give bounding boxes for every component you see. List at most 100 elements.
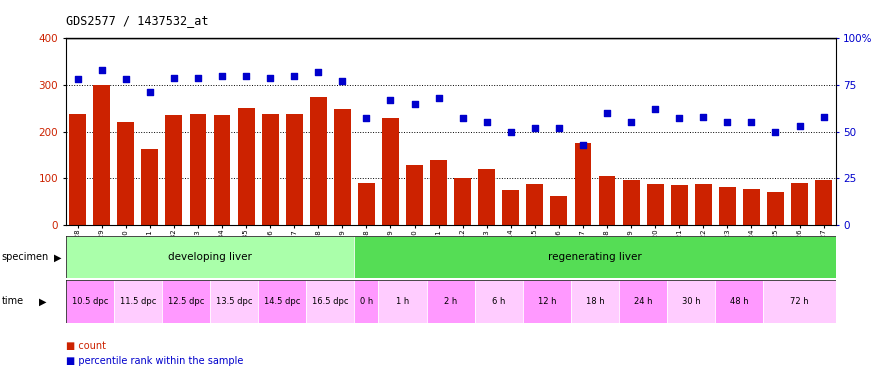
Text: 13.5 dpc: 13.5 dpc (216, 297, 252, 306)
Point (312, 69, 326, 75)
Point (263, 74, 277, 81)
Bar (354, 280, 379, 323)
Bar (502, 190, 519, 225)
Bar (190, 114, 206, 225)
Point (94, 67, 108, 73)
Point (71, 76, 85, 83)
Point (696, 114, 710, 120)
Bar (523, 280, 571, 323)
Text: regenerating liver: regenerating liver (548, 252, 642, 262)
Bar (66, 280, 114, 323)
Bar (767, 192, 784, 225)
Bar (647, 184, 663, 225)
Bar (406, 165, 423, 225)
Point (215, 73, 229, 79)
Bar (475, 280, 523, 323)
Bar (286, 114, 303, 225)
Bar (743, 189, 760, 225)
Text: 11.5 dpc: 11.5 dpc (120, 297, 156, 306)
Bar (668, 280, 716, 323)
Bar (262, 114, 278, 225)
Bar (575, 143, 592, 225)
Bar (695, 184, 711, 225)
Bar (382, 118, 399, 225)
Bar (69, 114, 86, 225)
Text: ▶: ▶ (38, 296, 46, 306)
Point (648, 106, 662, 112)
Point (360, 116, 374, 122)
Point (191, 74, 205, 81)
Bar (671, 185, 688, 225)
Bar (358, 183, 374, 225)
Text: 2 h: 2 h (444, 297, 458, 306)
Bar (66, 236, 354, 278)
Point (528, 125, 542, 131)
Bar (791, 183, 808, 225)
Bar (527, 184, 543, 225)
Point (816, 114, 830, 120)
Bar (550, 196, 567, 225)
Bar (716, 280, 763, 323)
Bar (238, 108, 255, 225)
Bar (454, 178, 471, 225)
Text: 16.5 dpc: 16.5 dpc (312, 297, 348, 306)
Bar (306, 280, 354, 323)
Point (335, 78, 349, 84)
Text: 14.5 dpc: 14.5 dpc (264, 297, 300, 306)
Bar (162, 280, 210, 323)
Text: developing liver: developing liver (168, 252, 252, 262)
Point (576, 141, 590, 147)
Point (119, 76, 133, 83)
Bar (114, 280, 162, 323)
Text: ▶: ▶ (54, 252, 62, 262)
Bar (310, 97, 326, 225)
Bar (258, 280, 306, 323)
Bar (334, 109, 351, 225)
Point (672, 116, 686, 122)
Point (383, 97, 397, 103)
Point (768, 128, 782, 135)
Text: 12.5 dpc: 12.5 dpc (168, 297, 204, 306)
Point (167, 74, 181, 81)
Text: ■ percentile rank within the sample: ■ percentile rank within the sample (66, 356, 243, 366)
Text: 30 h: 30 h (682, 297, 701, 306)
Bar (214, 115, 230, 225)
Text: GDS2577 / 1437532_at: GDS2577 / 1437532_at (66, 14, 208, 27)
Text: time: time (2, 296, 24, 306)
Text: 1 h: 1 h (396, 297, 410, 306)
Bar (571, 280, 620, 323)
Bar (427, 280, 475, 323)
Point (720, 119, 734, 125)
Bar (165, 115, 182, 225)
Point (143, 89, 157, 96)
Point (745, 119, 759, 125)
Text: 72 h: 72 h (790, 297, 808, 306)
Point (239, 73, 253, 79)
Point (408, 101, 422, 107)
Bar (763, 280, 836, 323)
Bar (379, 280, 427, 323)
Text: ■ count: ■ count (66, 341, 106, 351)
Text: 0 h: 0 h (360, 297, 373, 306)
Bar (719, 187, 736, 225)
Bar (623, 180, 640, 225)
Point (456, 116, 470, 122)
Point (624, 119, 638, 125)
Point (287, 73, 301, 79)
Text: specimen: specimen (2, 252, 49, 262)
Bar (598, 176, 615, 225)
Bar (354, 236, 836, 278)
Text: 18 h: 18 h (585, 297, 605, 306)
Point (600, 110, 614, 116)
Bar (142, 149, 158, 225)
Text: 24 h: 24 h (634, 297, 653, 306)
Bar (117, 122, 134, 225)
Bar (430, 161, 447, 225)
Bar (210, 280, 258, 323)
Bar (94, 85, 110, 225)
Text: 48 h: 48 h (730, 297, 749, 306)
Point (431, 95, 445, 101)
Point (504, 128, 518, 135)
Bar (620, 280, 668, 323)
Bar (816, 180, 832, 225)
